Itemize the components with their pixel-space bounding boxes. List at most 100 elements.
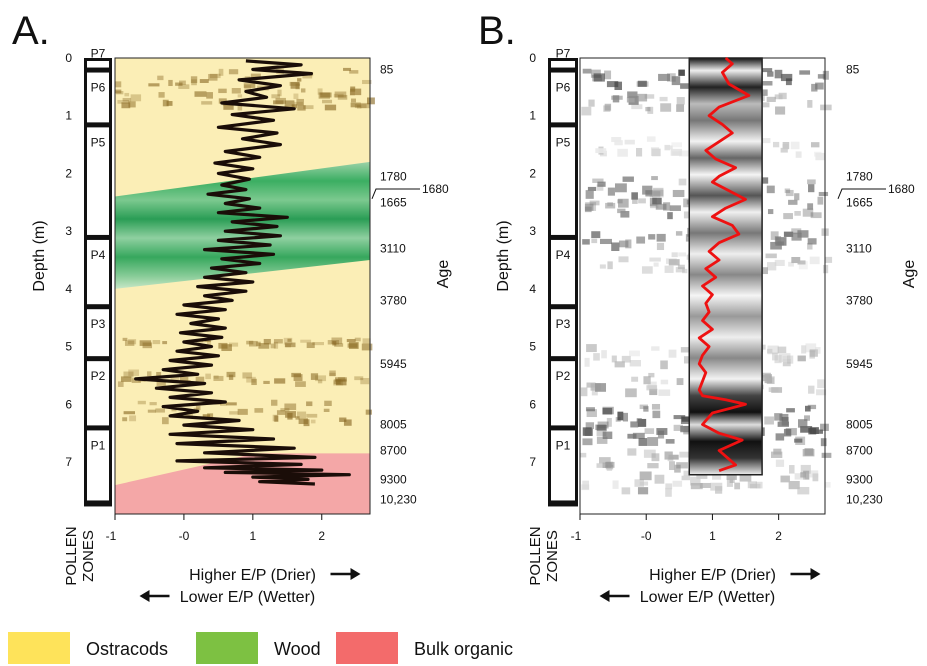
texture-speck	[589, 200, 600, 206]
sediment-speck	[284, 342, 296, 348]
texture-speck	[775, 459, 785, 467]
x-tick-label: 2	[318, 529, 325, 543]
sediment-speck	[346, 338, 356, 343]
texture-speck	[601, 350, 607, 359]
texture-speck	[653, 262, 659, 267]
sediment-speck	[284, 100, 295, 107]
texture-speck	[783, 428, 792, 437]
texture-speck	[670, 148, 683, 156]
age-callout-label: 1680	[888, 182, 915, 196]
sediment-speck	[162, 99, 169, 107]
texture-speck	[627, 448, 637, 456]
sediment-speck	[131, 378, 141, 383]
texture-speck	[797, 355, 806, 362]
texture-speck	[614, 140, 623, 146]
x-tick-label: -0	[179, 529, 190, 543]
sediment-speck	[190, 76, 198, 84]
texture-speck	[807, 242, 813, 250]
texture-speck	[652, 410, 661, 419]
sediment-speck	[254, 408, 264, 413]
sediment-speck	[243, 83, 256, 88]
sediment-speck	[207, 341, 212, 347]
texture-speck	[639, 471, 652, 481]
sediment-speck	[294, 101, 303, 106]
sediment-speck	[306, 342, 315, 349]
sediment-speck	[218, 68, 224, 76]
pollen-zone-label: P1	[556, 438, 571, 452]
pollen-zone-label: P3	[556, 317, 571, 331]
texture-speck	[673, 424, 683, 431]
sediment-speck	[202, 414, 211, 420]
depth-tick-label: 1	[529, 109, 536, 123]
texture-speck	[586, 409, 597, 418]
texture-speck	[588, 99, 595, 107]
texture-speck	[612, 95, 620, 103]
texture-speck	[644, 94, 655, 99]
texture-speck	[652, 197, 662, 205]
texture-speck	[786, 408, 795, 413]
sediment-speck	[362, 79, 372, 85]
x-tick-label: -1	[571, 529, 582, 543]
texture-speck	[780, 475, 790, 483]
texture-speck	[801, 345, 807, 354]
texture-speck	[696, 473, 708, 479]
sediment-speck	[322, 99, 333, 104]
texture-speck	[759, 138, 771, 144]
texture-speck	[775, 433, 785, 441]
sediment-speck	[354, 376, 364, 381]
sediment-speck	[258, 343, 270, 349]
series-line	[134, 59, 351, 486]
texture-speck	[676, 462, 688, 469]
arrow-right-head	[350, 568, 361, 580]
pollen-zone-label: P7	[556, 46, 571, 60]
sediment-speck	[157, 75, 164, 81]
depth-tick-label: 5	[529, 340, 536, 354]
texture-speck	[783, 213, 793, 220]
texture-speck	[777, 346, 787, 354]
texture-speck	[647, 463, 659, 469]
texture-speck	[607, 202, 613, 207]
sediment-speck	[293, 374, 303, 381]
texture-speck	[581, 106, 592, 116]
texture-speck	[766, 262, 777, 271]
texture-speck	[584, 357, 590, 367]
texture-speck	[637, 80, 647, 87]
sediment-speck	[209, 73, 221, 79]
texture-speck	[672, 189, 685, 198]
age-label: 8700	[846, 444, 873, 458]
core-image	[688, 57, 763, 476]
texture-speck	[782, 358, 791, 367]
texture-speck	[774, 94, 783, 100]
texture-speck	[739, 474, 752, 482]
age-label: 9300	[846, 472, 873, 486]
sediment-speck	[283, 337, 293, 345]
texture-speck	[587, 186, 597, 191]
texture-speck	[656, 233, 666, 242]
depth-tick-label: 7	[65, 455, 72, 469]
pollen-zone-label: P5	[556, 135, 571, 149]
texture-speck	[631, 192, 638, 200]
texture-speck	[767, 71, 774, 77]
x-tick-label: 1	[709, 529, 716, 543]
texture-speck	[768, 387, 779, 393]
texture-speck	[653, 187, 664, 196]
texture-speck	[624, 139, 635, 145]
texture-speck	[631, 104, 643, 110]
texture-speck	[780, 73, 793, 82]
sediment-speck	[350, 102, 361, 108]
texture-speck	[770, 241, 782, 250]
sediment-speck	[115, 89, 122, 94]
sediment-speck	[228, 69, 239, 75]
sediment-speck	[297, 105, 306, 111]
texture-speck	[621, 487, 631, 495]
sediment-speck	[122, 417, 128, 422]
sediment-speck	[356, 105, 362, 109]
texture-speck	[821, 452, 832, 458]
texture-speck	[791, 256, 801, 264]
texture-speck	[673, 415, 686, 420]
texture-speck	[593, 73, 605, 82]
texture-speck	[648, 234, 656, 240]
sediment-speck	[274, 378, 286, 384]
texture-speck	[606, 417, 612, 427]
sediment-speck	[117, 381, 124, 387]
